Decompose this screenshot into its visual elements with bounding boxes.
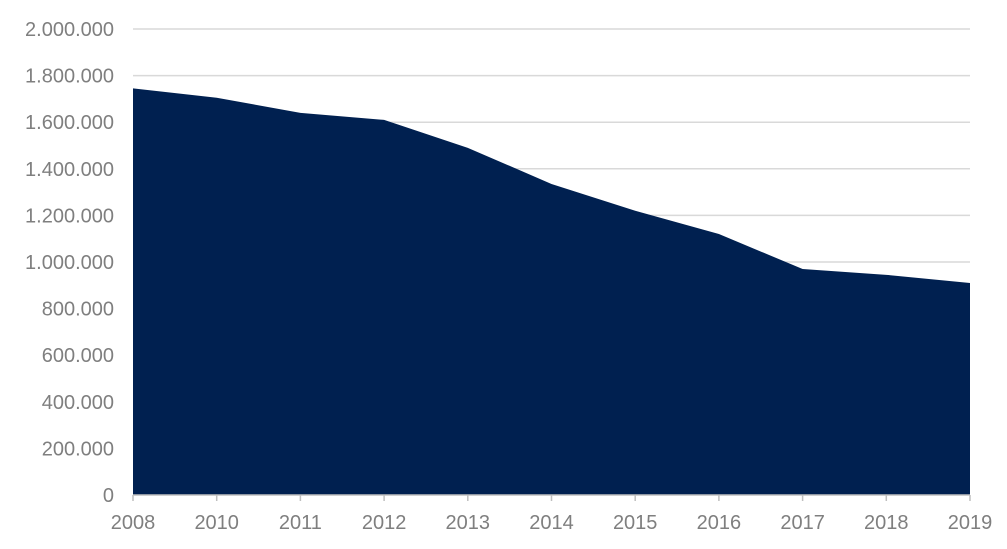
- x-tick-label: 2019: [948, 512, 993, 534]
- x-tick-label: 2014: [529, 512, 574, 534]
- x-tick-label: 2012: [362, 512, 407, 534]
- y-tick-label: 1.800.000: [25, 66, 114, 88]
- y-tick-label: 1.400.000: [25, 159, 114, 181]
- x-tick-label: 2008: [111, 512, 156, 534]
- area-series: [133, 88, 970, 495]
- y-tick-label: 1.200.000: [25, 205, 114, 227]
- y-tick-label: 400.000: [42, 392, 114, 414]
- y-tick-label: 1.000.000: [25, 252, 114, 274]
- x-tick-label: 2013: [446, 512, 491, 534]
- x-axis: 2008 2010 2011 2012 2013 2014 2015 2016 2017 2018…: [111, 494, 993, 534]
- y-axis: 0 200.000 400.000 600.000 800.000 1.000.000 1.…: [25, 19, 114, 507]
- x-tick-label: 2015: [613, 512, 658, 534]
- y-tick-label: 2.000.000: [25, 19, 114, 41]
- y-tick-label: 1.600.000: [25, 112, 114, 134]
- x-tick-label: 2017: [780, 512, 825, 534]
- x-tick-label: 2018: [864, 512, 909, 534]
- y-tick-label: 800.000: [42, 299, 114, 321]
- y-tick-label: 0: [103, 485, 114, 507]
- y-tick-label: 200.000: [42, 438, 114, 460]
- y-tick-label: 600.000: [42, 345, 114, 367]
- x-tick-label: 2011: [279, 512, 322, 534]
- x-tick-label: 2016: [697, 512, 742, 534]
- x-tick-label: 2010: [194, 512, 239, 534]
